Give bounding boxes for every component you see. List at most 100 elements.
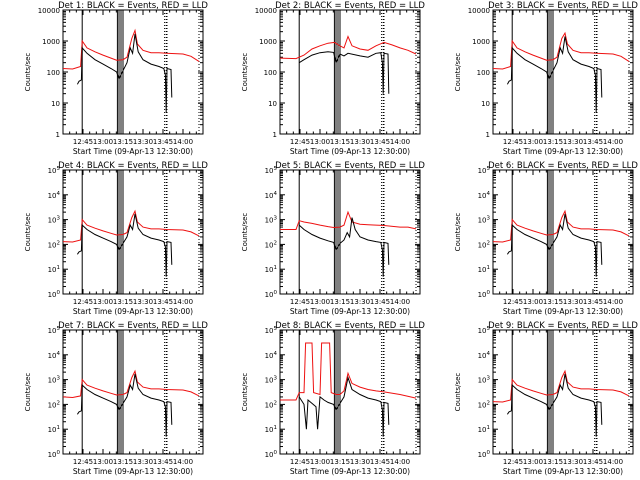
detector-panel-4: Det 4: BLACK = Events, RED = LLD10010110… [24,161,208,316]
detector-panel-7: Det 7: BLACK = Events, RED = LLD10010110… [24,321,208,476]
x-tick-label: 13:15 [113,298,133,306]
y-tick-label: 1000 [259,38,277,46]
y-tick-label: 103 [478,376,491,385]
y-tick-label: 1 [486,131,490,139]
y-tick-exponent: 0 [487,290,491,296]
y-tick-label: 104 [48,191,61,200]
y-tick-exponent: 2 [274,400,278,406]
detector-panel-2: Det 2: BLACK = Events, RED = LLD 1 10 100 10… [241,1,425,156]
y-tick-label: 102 [478,400,490,409]
y-tick-label: 10000 [38,7,60,15]
y-tick-label: 100 [48,450,61,459]
series-line-events [298,51,390,94]
y-tick-exponent: 1 [274,425,278,431]
panel-title: Det 3: BLACK = Events, RED = LLD [488,1,638,11]
x-tick-label: 13:00 [310,458,330,466]
y-tick-label: 103 [265,376,278,385]
y-tick-label: 105 [48,166,61,175]
y-tick-exponent: 2 [274,240,278,246]
x-tick-label: 14:00 [173,138,193,146]
y-tick-exponent: 0 [57,450,61,456]
x-axis-label: Start Time (09-Apr-13 12:30:00) [290,147,410,156]
x-tick-label: 13:00 [523,458,543,466]
x-tick-label: 13:15 [330,298,350,306]
x-tick-label: 13:30 [563,458,583,466]
y-axis-label: Counts/sec [241,53,249,92]
y-tick-label: 100 [48,290,61,299]
y-tick-exponent: 2 [57,400,61,406]
y-tick-label: 100 [265,290,278,299]
y-tick-exponent: 0 [274,450,278,456]
plot-frame [492,169,634,295]
x-axis-label: Start Time (09-Apr-13 12:30:00) [290,467,410,476]
x-tick-label: 12:45 [503,298,523,306]
detector-panel-3: Det 3: BLACK = Events, RED = LLD 1 10 100 10… [454,1,638,156]
y-tick-label: 105 [265,326,278,335]
x-tick-label: 13:45 [583,458,603,466]
x-tick-label: 13:30 [563,138,583,146]
y-tick-label: 100 [265,450,278,459]
plot-frame [492,329,634,455]
y-tick-label: 100 [478,290,491,299]
y-tick-exponent: 2 [487,240,491,246]
x-tick-label: 13:15 [113,458,133,466]
x-tick-label: 13:15 [543,298,563,306]
panel-title: Det 5: BLACK = Events, RED = LLD [275,161,425,171]
x-tick-label: 14:00 [173,298,193,306]
y-tick-exponent: 5 [274,166,278,172]
x-tick-label: 13:00 [93,298,113,306]
x-tick-label: 13:45 [370,138,390,146]
y-tick-exponent: 4 [57,351,61,357]
detector-panel-8: Det 8: BLACK = Events, RED = LLD10010110… [241,321,425,476]
y-tick-exponent: 5 [57,326,61,332]
y-tick-exponent: 1 [274,265,278,271]
x-tick-label: 13:00 [93,138,113,146]
series-line-lld [493,369,630,403]
y-tick-label: 1000 [472,38,490,46]
y-tick-label: 101 [478,425,490,434]
plot-frame [62,329,204,455]
panel-title: Det 1: BLACK = Events, RED = LLD [58,1,208,11]
panel-title: Det 6: BLACK = Events, RED = LLD [488,161,638,171]
y-tick-label: 104 [478,351,491,360]
x-tick-label: 13:15 [113,138,133,146]
y-tick-label: 10000 [255,7,277,15]
y-tick-label: 104 [478,191,491,200]
x-tick-label: 13:15 [543,458,563,466]
y-tick-exponent: 0 [274,290,278,296]
panel-title: Det 2: BLACK = Events, RED = LLD [275,1,425,11]
series-line-lld [63,209,200,243]
detector-panel-9: Det 9: BLACK = Events, RED = LLD10010110… [454,321,638,476]
plot-frame [492,9,634,135]
y-tick-exponent: 3 [274,216,278,222]
y-tick-label: 10 [268,100,277,108]
x-tick-label: 13:30 [350,298,370,306]
y-tick-exponent: 2 [57,240,61,246]
x-tick-label: 12:45 [503,458,523,466]
x-axis-label: Start Time (09-Apr-13 12:30:00) [73,307,193,316]
y-tick-label: 101 [265,265,277,274]
x-tick-label: 13:30 [133,298,153,306]
y-tick-exponent: 4 [487,191,491,197]
y-axis-label: Counts/sec [24,53,32,92]
x-tick-label: 12:45 [290,298,310,306]
y-tick-label: 101 [48,425,60,434]
y-tick-exponent: 3 [487,376,491,382]
y-tick-label: 1000 [42,38,60,46]
x-tick-label: 13:00 [310,298,330,306]
x-tick-label: 13:45 [370,458,390,466]
y-tick-exponent: 5 [487,166,491,172]
panel-title: Det 9: BLACK = Events, RED = LLD [488,321,638,331]
x-tick-label: 14:00 [603,138,623,146]
y-tick-label: 102 [478,240,490,249]
x-tick-label: 12:45 [503,138,523,146]
y-tick-label: 103 [265,216,278,225]
y-tick-label: 103 [478,216,491,225]
x-tick-label: 13:45 [370,298,390,306]
plot-frame [279,169,421,295]
y-tick-label: 1 [273,131,277,139]
x-tick-label: 13:45 [583,298,603,306]
y-tick-label: 102 [48,400,60,409]
plot-frame [62,9,204,135]
